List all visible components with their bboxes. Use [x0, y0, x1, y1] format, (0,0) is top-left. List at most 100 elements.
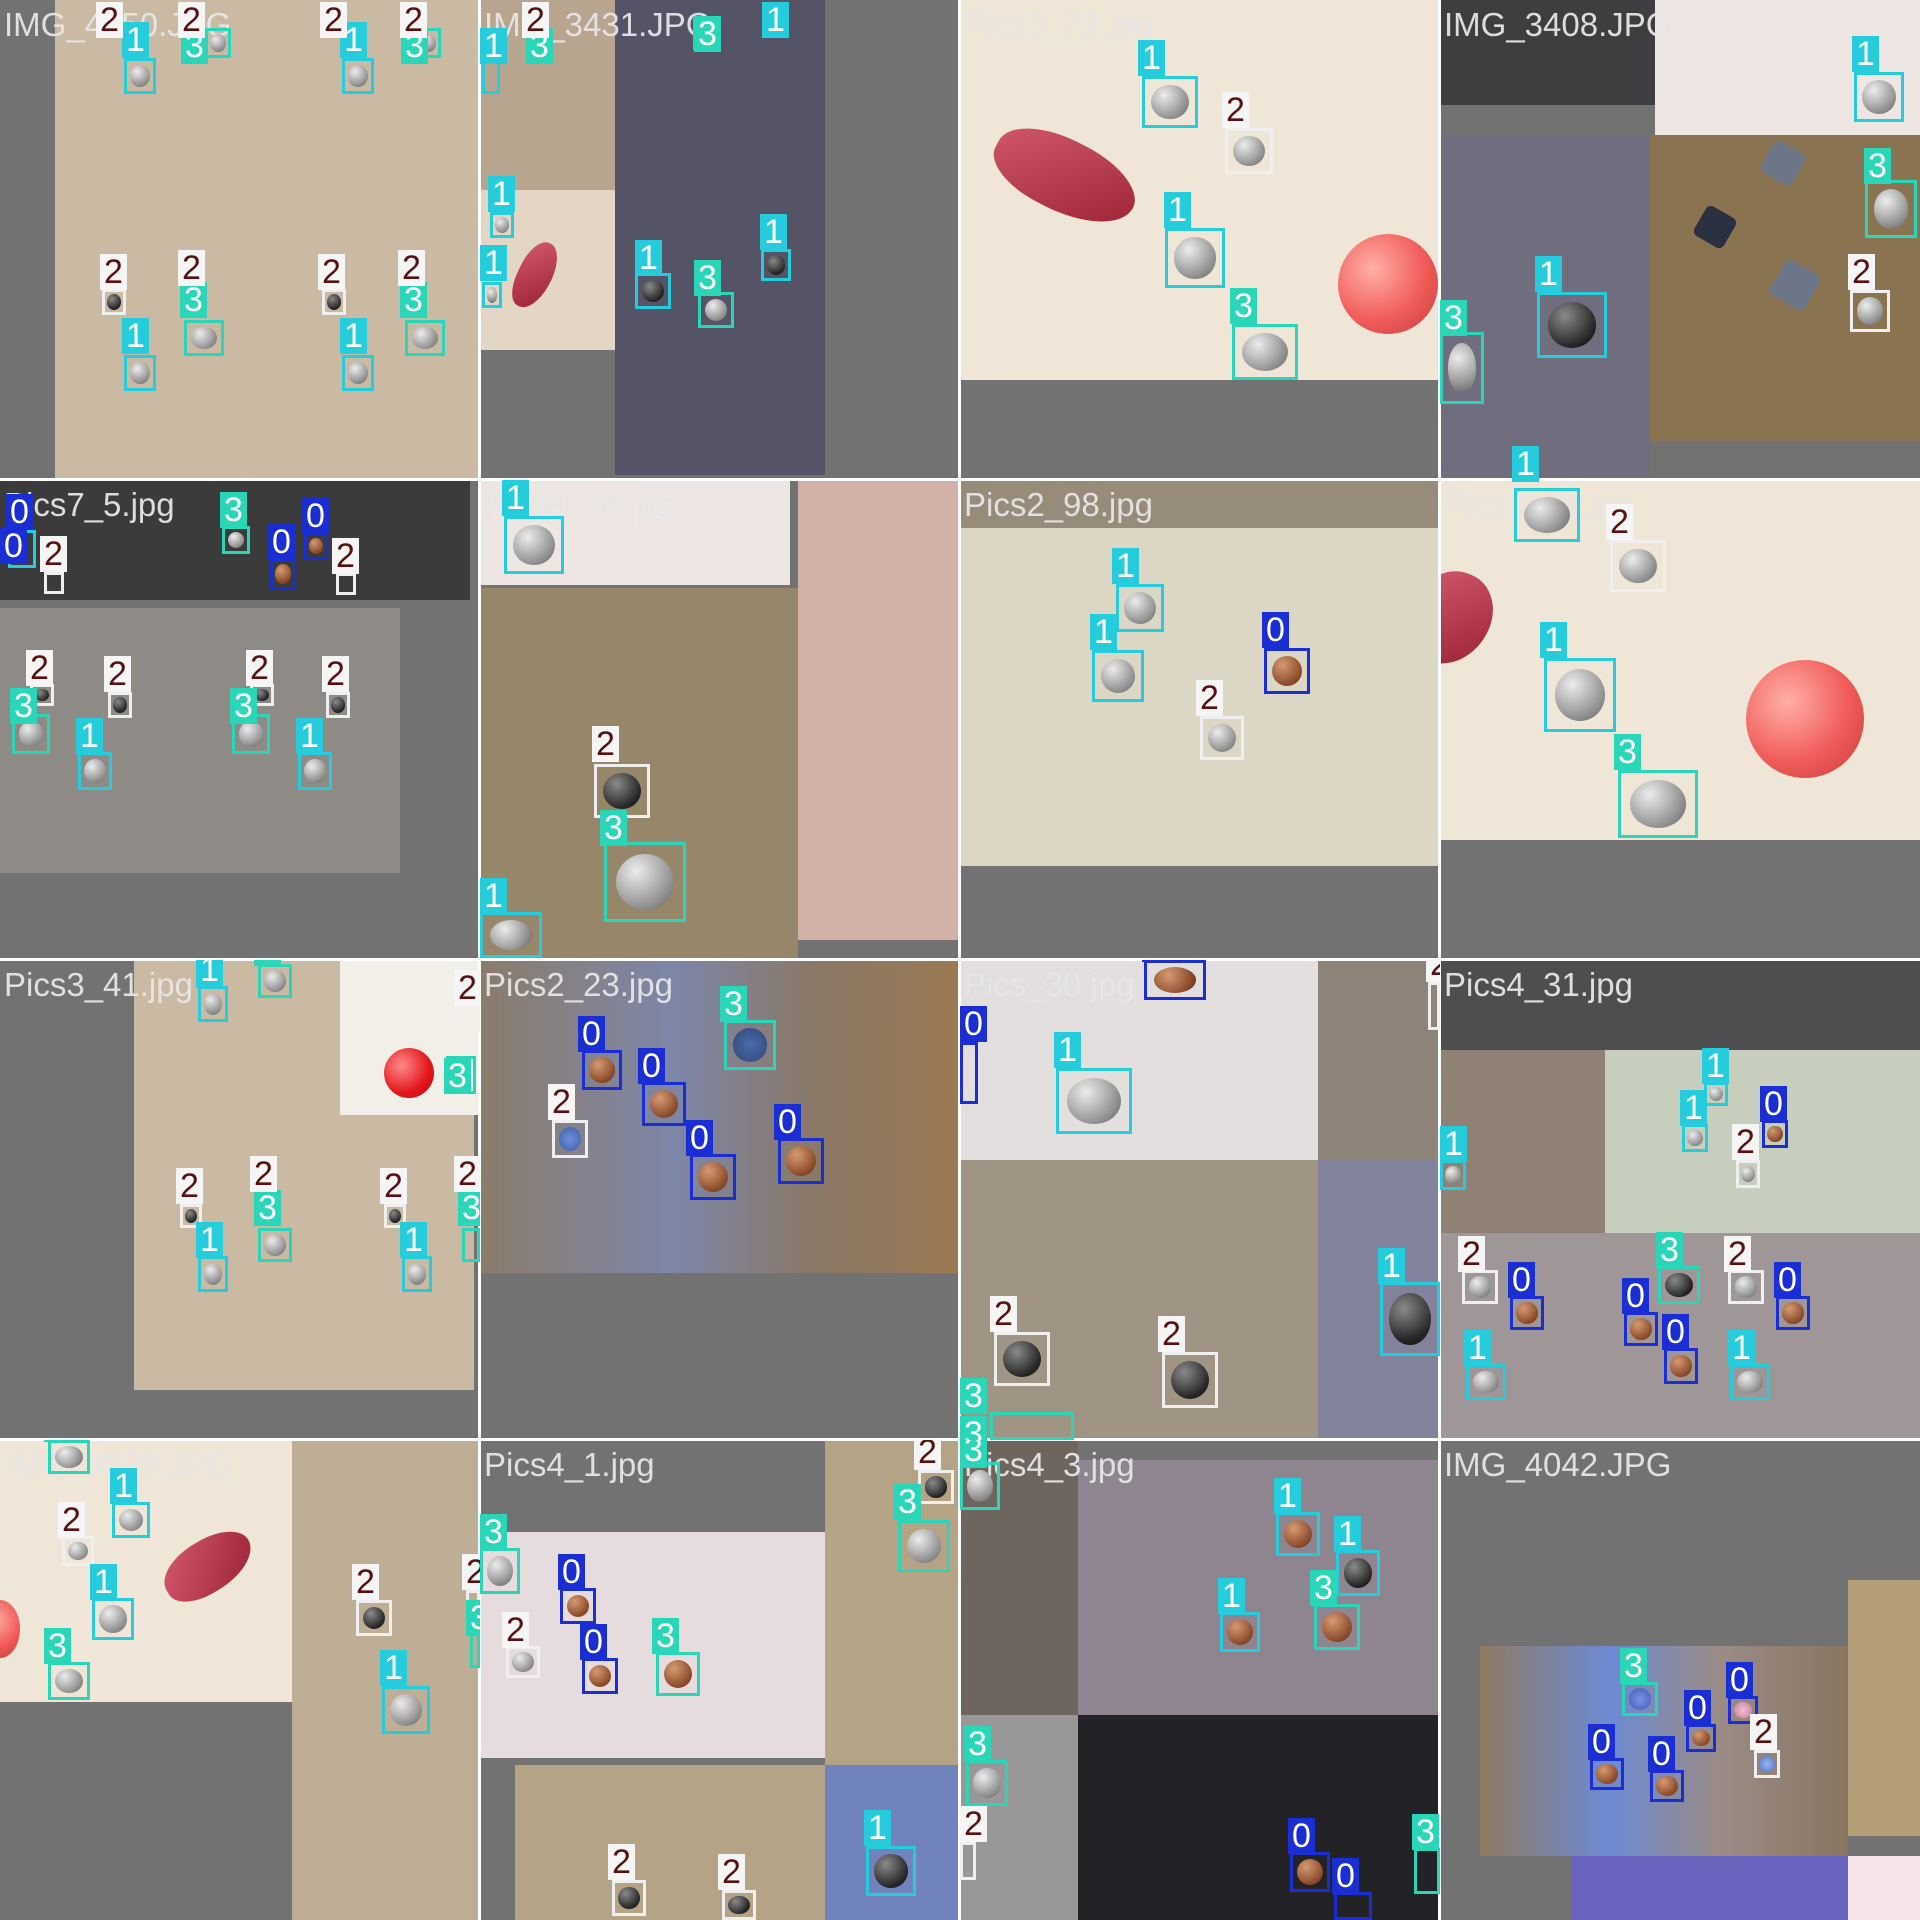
bbox-label: 1 [340, 318, 367, 354]
bbox-class-2 [918, 1470, 954, 1504]
bbox-label: 3 [220, 492, 247, 528]
tile-10: Pics2_23.jpg 3 0 0 2 0 0 [480, 960, 960, 1440]
bbox-class-0 [582, 1658, 618, 1694]
bbox-label: 3 [458, 1190, 480, 1226]
bbox-label: 3 [1230, 288, 1257, 324]
bbox-class-0 [690, 1154, 736, 1200]
bbox-label: 2 [104, 656, 131, 692]
bbox-class-2 [994, 1332, 1050, 1386]
tile-6: Pics8_34.jpg 1 2 3 1 [480, 480, 960, 960]
bbox-label: 0 [1142, 960, 1169, 962]
bbox-class-3 [205, 28, 231, 58]
bbox-label: 3 [44, 1440, 71, 1442]
bbox-class-3 [604, 842, 686, 922]
bbox-class-1 [1142, 76, 1198, 128]
bbox-class-1 [1165, 228, 1225, 288]
bbox-label: 1 [502, 480, 529, 516]
bbox-class-1 [1514, 488, 1580, 542]
bbox-label: 1 [480, 878, 507, 914]
bbox-label: 2 [400, 2, 427, 38]
bbox-label: 1 [1440, 1126, 1467, 1162]
bbox-label: 1 [1512, 446, 1539, 480]
bbox-label: 3 [10, 688, 37, 724]
bbox-label: 1 [1378, 1248, 1405, 1284]
tile-filename: Pics2_98.jpg [964, 486, 1153, 524]
bbox-class-1 [504, 516, 564, 574]
bbox-class-1 [92, 1598, 134, 1640]
bbox-label: 1 [1274, 1478, 1301, 1514]
bbox-label: 1 [196, 1222, 223, 1258]
grid-line [0, 478, 1920, 481]
bbox-class-0 [1510, 1296, 1544, 1330]
bbox-class-3 [184, 320, 224, 356]
tile-13: IMG_3028.JPG 3 1 2 1 3 2 1 2 3 [0, 1440, 480, 1920]
bbox-label: 2 [548, 1084, 575, 1120]
bbox-label: 2 [1750, 1714, 1777, 1750]
bbox-label: 2 [502, 1612, 529, 1648]
bbox-class-2 [1225, 128, 1273, 174]
bbox-label: 3 [230, 688, 257, 724]
bbox-class-0 [270, 558, 296, 590]
bbox-class-1 [1440, 1160, 1466, 1190]
bbox-label: 1 [1334, 1516, 1361, 1552]
bbox-label: 1 [110, 1468, 137, 1504]
bbox-class-1 [124, 355, 156, 391]
bbox-label: 0 [1622, 1278, 1649, 1314]
bbox-label: 3 [694, 260, 721, 296]
bbox-label: 2 [380, 1168, 407, 1204]
bbox-class-1 [1544, 658, 1616, 732]
tomato [384, 1048, 434, 1098]
bbox-label: 2 [178, 250, 205, 286]
bbox-class-1 [1276, 1512, 1320, 1556]
bbox-label: 2 [1732, 1124, 1759, 1160]
bbox-label: 0 [0, 528, 27, 564]
bbox-label: 1 [1054, 1032, 1081, 1068]
bbox-label: 0 [638, 1048, 665, 1084]
bbox-class-1 [1854, 72, 1904, 122]
photo [1848, 1856, 1920, 1920]
bbox-label: 2 [26, 650, 53, 686]
bbox-class-0 [1290, 1852, 1330, 1892]
tile-filename: Pics4_1.jpg [484, 1446, 655, 1484]
bbox-label: 1 [400, 1222, 427, 1258]
bbox-label: 3 [1310, 1570, 1337, 1606]
bbox-label: 3 [180, 282, 207, 318]
bbox-class-2 [102, 289, 126, 315]
bbox-class-3 [222, 526, 250, 554]
bbox-label: 1 [122, 318, 149, 354]
bbox-label: 1 [1512, 480, 1539, 482]
bbox-label: 2 [1426, 960, 1440, 982]
bbox-class-2 [356, 1600, 392, 1636]
bbox-class-0 [1664, 1348, 1698, 1384]
bbox-class-3 [1232, 324, 1298, 380]
bbox-class-2 [336, 573, 356, 595]
bbox-class-1 [1220, 1612, 1260, 1652]
photo [615, 0, 825, 475]
bbox-class-1 [1704, 1082, 1728, 1106]
bbox-label: 2 [320, 2, 347, 38]
bbox-class-1 [198, 1256, 228, 1292]
photo [515, 1765, 825, 1920]
bbox-class-0 [1650, 1770, 1684, 1802]
bbox-label: 2 [40, 536, 67, 572]
bbox-class-3 [1658, 1266, 1700, 1304]
bbox-class-2 [1162, 1352, 1218, 1408]
bbox-class-2 [1754, 1750, 1780, 1778]
bbox-class-0 [1334, 1892, 1372, 1920]
bbox-class-3 [258, 964, 292, 998]
bbox-label: 0 [960, 1006, 987, 1042]
bbox-class-2 [458, 1004, 480, 1032]
photo [1318, 960, 1440, 1160]
bbox-label: 0 [580, 1624, 607, 1660]
bbox-class-2 [326, 692, 350, 718]
bbox-class-3 [1622, 1682, 1658, 1716]
bbox-label: 0 [1684, 1690, 1711, 1726]
bbox-class-3 [1865, 180, 1917, 238]
bbox-label: 3 [44, 1628, 71, 1664]
bbox-class-1 [635, 273, 671, 309]
bbox-class-3 [1414, 1848, 1440, 1894]
bbox-label: 2 [58, 1502, 85, 1538]
tile-7: Pics2_98.jpg 1 1 0 2 [960, 480, 1440, 960]
bbox-class-2 [108, 692, 132, 718]
bbox-class-2 [1728, 1270, 1764, 1304]
